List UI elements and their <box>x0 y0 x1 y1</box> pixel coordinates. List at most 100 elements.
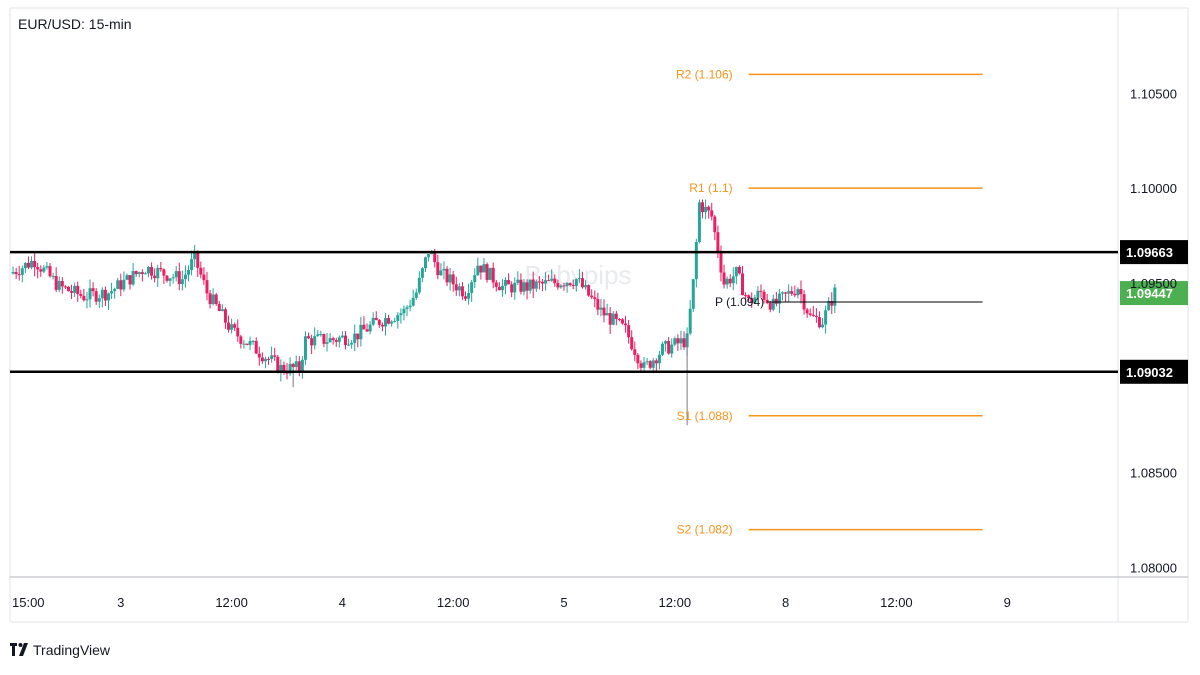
candle-body <box>765 299 769 303</box>
candle-body <box>128 275 132 285</box>
candle-body <box>359 324 363 340</box>
candle-body <box>17 274 21 276</box>
candle-body <box>245 343 249 345</box>
candle-body <box>313 336 317 346</box>
candle-body <box>590 295 594 298</box>
candle-body <box>350 342 354 345</box>
candle-body <box>233 324 237 328</box>
candle-body <box>750 298 754 303</box>
current-price-label: 1.09447 <box>1126 286 1173 301</box>
candle-body <box>414 292 418 298</box>
candle-body <box>488 267 492 280</box>
candle-body <box>402 308 406 314</box>
pivot-s1-label: S1 (1.088) <box>677 409 733 423</box>
candle-body <box>377 320 381 325</box>
candle-body <box>704 206 708 213</box>
candle-body <box>587 285 591 296</box>
candle-body <box>387 318 391 324</box>
candle-body <box>248 340 252 345</box>
candle-body <box>777 293 781 304</box>
candle-body <box>316 334 320 337</box>
candle-body <box>728 278 732 284</box>
candle-body <box>48 266 52 277</box>
candle-body <box>762 291 766 300</box>
candle-body <box>106 293 110 301</box>
candle-body <box>383 318 387 327</box>
candle-body <box>368 324 372 332</box>
candle-body <box>620 319 624 324</box>
candle-body <box>737 266 741 274</box>
candle-body <box>645 361 649 363</box>
candle-body <box>322 334 326 344</box>
chart-title: EUR/USD: 15-min <box>18 16 132 32</box>
candle-body <box>513 282 517 293</box>
candle-body <box>593 297 597 300</box>
candle-body <box>291 363 295 368</box>
candle-body <box>73 285 77 293</box>
candle-body <box>497 286 501 291</box>
candle-body <box>504 279 508 286</box>
candle-body <box>45 266 49 268</box>
candle-body <box>747 295 751 299</box>
candle-body <box>516 279 520 283</box>
time-tick-label: 3 <box>117 595 124 610</box>
candle-body <box>374 317 378 321</box>
candle-body <box>824 310 828 325</box>
candle-body <box>707 206 711 211</box>
pivot-r1-label: R1 (1.1) <box>689 181 732 195</box>
candle-body <box>70 291 74 293</box>
candle-body <box>125 275 129 280</box>
candle-body <box>651 360 655 368</box>
candle-body <box>408 305 412 308</box>
candle-body <box>11 272 15 274</box>
candle-body <box>220 309 224 312</box>
resistance-price-label: 1.09663 <box>1126 245 1173 260</box>
candle-body <box>420 268 424 278</box>
candle-body <box>682 338 686 348</box>
candle-body <box>467 292 471 299</box>
candle-body <box>297 361 301 371</box>
time-tick-label: 12:00 <box>659 595 692 610</box>
candle-body <box>254 340 258 354</box>
candle-body <box>187 270 191 275</box>
candle-body <box>205 280 209 294</box>
candle-body <box>140 272 144 274</box>
candle-body <box>654 360 658 364</box>
time-tick-label: 9 <box>1004 595 1011 610</box>
candle-body <box>811 314 815 316</box>
candle-body <box>753 297 757 303</box>
candle-body <box>713 216 717 233</box>
candle-body <box>325 342 329 344</box>
time-tick-label: 8 <box>782 595 789 610</box>
candle-body <box>691 279 695 309</box>
candle-body <box>473 275 477 283</box>
candle-body <box>636 354 640 364</box>
candle-body <box>531 279 535 289</box>
candle-body <box>510 284 514 293</box>
candle-body <box>85 299 89 301</box>
candle-body <box>642 362 646 368</box>
candle-body <box>30 260 34 268</box>
candle-body <box>584 285 588 288</box>
candle-body <box>660 343 664 355</box>
candle-body <box>460 286 464 297</box>
candle-body <box>424 257 427 269</box>
candle-body <box>433 253 437 263</box>
candle-body <box>830 300 834 306</box>
watermark: Babypips <box>525 260 632 290</box>
candle-body <box>580 278 584 288</box>
candle-body <box>396 315 400 321</box>
candle-body <box>605 313 609 316</box>
brand-label: TradingView <box>33 642 111 658</box>
candle-body <box>482 264 486 273</box>
candle-body <box>183 274 187 280</box>
candle-body <box>103 289 107 301</box>
time-tick-label: 12:00 <box>215 595 248 610</box>
candle-body <box>159 268 163 270</box>
candle-body <box>805 309 809 314</box>
candle-body <box>522 282 526 292</box>
time-axis: 15:00 3 12:00 4 12:00 5 12:00 8 12:00 9 <box>12 595 1011 610</box>
candle-body <box>577 278 581 280</box>
candle-body <box>223 309 227 323</box>
candle-body <box>196 250 200 268</box>
